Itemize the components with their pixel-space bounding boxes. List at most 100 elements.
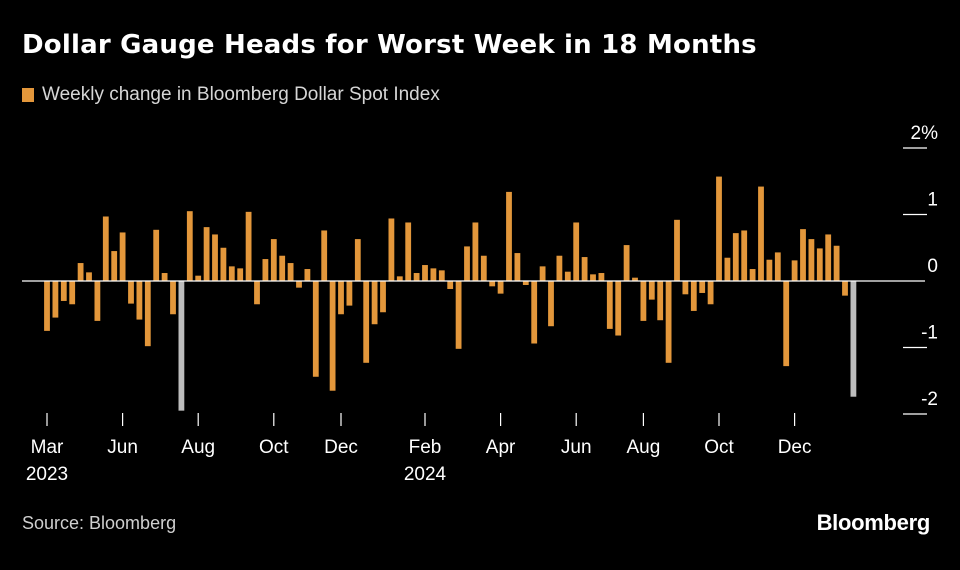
y-tick-label: -2 bbox=[921, 389, 938, 410]
data-bar bbox=[279, 255, 286, 281]
data-bar bbox=[44, 281, 50, 331]
data-bar bbox=[716, 176, 722, 281]
data-bar bbox=[539, 266, 546, 281]
data-bar bbox=[724, 257, 731, 281]
data-bar bbox=[472, 222, 479, 281]
data-bar bbox=[842, 281, 848, 296]
data-bar bbox=[212, 234, 218, 281]
y-tick-label: 0 bbox=[927, 256, 938, 277]
data-bar bbox=[86, 272, 92, 281]
chart-title: Dollar Gauge Heads for Worst Week in 18 … bbox=[22, 30, 757, 60]
x-tick-label: Apr bbox=[486, 437, 516, 458]
data-bar bbox=[430, 268, 437, 281]
data-bar bbox=[758, 186, 764, 281]
data-bar bbox=[346, 281, 353, 306]
y-tick-label: -1 bbox=[921, 323, 938, 344]
data-bar bbox=[514, 253, 521, 281]
source-note: Source: Bloomberg bbox=[22, 513, 177, 533]
data-bar bbox=[623, 245, 630, 281]
data-bar bbox=[119, 232, 126, 281]
x-tick-year-label: 2023 bbox=[26, 464, 68, 485]
data-bar bbox=[564, 271, 571, 281]
data-bar bbox=[732, 233, 739, 281]
legend: Weekly change in Bloomberg Dollar Spot I… bbox=[22, 84, 440, 106]
data-bar bbox=[640, 281, 647, 321]
data-bar bbox=[833, 245, 840, 281]
data-bar bbox=[396, 276, 403, 282]
data-bar bbox=[237, 268, 244, 281]
data-bar bbox=[506, 191, 512, 281]
data-bar bbox=[791, 260, 798, 281]
data-bar bbox=[144, 281, 151, 347]
x-tick-label: Jun bbox=[561, 437, 592, 458]
x-tick-label: Jun bbox=[107, 437, 138, 458]
data-bar bbox=[581, 257, 588, 281]
x-tick-label: Aug bbox=[181, 437, 215, 458]
x-tick-label: Dec bbox=[324, 437, 358, 458]
data-bar bbox=[388, 218, 395, 281]
data-bar bbox=[690, 281, 697, 311]
data-bar bbox=[825, 234, 832, 281]
data-bar bbox=[741, 230, 748, 281]
data-bar bbox=[270, 239, 277, 281]
data-bar bbox=[354, 239, 361, 281]
data-bar bbox=[94, 281, 101, 321]
data-bar bbox=[455, 281, 462, 349]
data-bar bbox=[136, 281, 143, 320]
data-bar bbox=[800, 229, 806, 281]
data-bar bbox=[464, 246, 470, 281]
data-bar bbox=[102, 216, 109, 281]
legend-label: Weekly change in Bloomberg Dollar Spot I… bbox=[42, 84, 440, 105]
data-bar bbox=[321, 230, 328, 281]
x-tick-label: Oct bbox=[259, 437, 289, 458]
data-bar bbox=[774, 252, 781, 281]
data-bar bbox=[186, 211, 193, 282]
data-bar bbox=[203, 227, 210, 281]
data-bar bbox=[783, 281, 790, 367]
data-bar bbox=[405, 222, 412, 281]
data-bar bbox=[573, 222, 580, 281]
data-bar bbox=[338, 281, 344, 315]
data-bar bbox=[522, 281, 529, 285]
data-bar bbox=[60, 281, 67, 301]
data-bar bbox=[489, 281, 496, 287]
data-bar bbox=[749, 269, 756, 281]
x-tick-label: Feb bbox=[409, 437, 442, 458]
data-bar bbox=[808, 239, 815, 281]
data-bar bbox=[153, 229, 160, 281]
bloomberg-logo: Bloomberg bbox=[816, 510, 931, 535]
data-bar bbox=[245, 211, 252, 281]
data-bar bbox=[766, 259, 773, 281]
y-tick-label: 2% bbox=[911, 123, 939, 144]
data-bar bbox=[422, 265, 428, 281]
data-bar bbox=[296, 281, 302, 288]
data-bar bbox=[850, 281, 857, 397]
data-bar bbox=[170, 281, 176, 315]
data-bar bbox=[590, 274, 596, 281]
x-tick-label: Oct bbox=[704, 437, 734, 458]
data-bar bbox=[287, 263, 294, 282]
data-bar bbox=[161, 273, 168, 281]
data-bar bbox=[556, 255, 563, 281]
data-bar bbox=[438, 270, 445, 281]
data-bar bbox=[699, 281, 706, 293]
data-bar bbox=[111, 251, 118, 281]
y-tick-label: 1 bbox=[927, 190, 938, 211]
data-bar bbox=[77, 263, 84, 282]
data-bar bbox=[254, 281, 260, 305]
data-bar bbox=[371, 281, 378, 325]
x-tick-year-label: 2024 bbox=[404, 464, 447, 485]
data-bar bbox=[304, 269, 311, 281]
data-bar bbox=[657, 281, 664, 321]
data-bar bbox=[195, 275, 202, 281]
data-bar bbox=[632, 277, 638, 282]
data-bar bbox=[312, 281, 319, 377]
data-bar bbox=[598, 273, 605, 281]
data-bar bbox=[447, 281, 454, 289]
data-bar bbox=[497, 281, 504, 294]
data-bar bbox=[682, 281, 689, 295]
data-bar bbox=[816, 248, 823, 281]
data-bar bbox=[665, 281, 672, 363]
data-bar bbox=[52, 281, 59, 318]
